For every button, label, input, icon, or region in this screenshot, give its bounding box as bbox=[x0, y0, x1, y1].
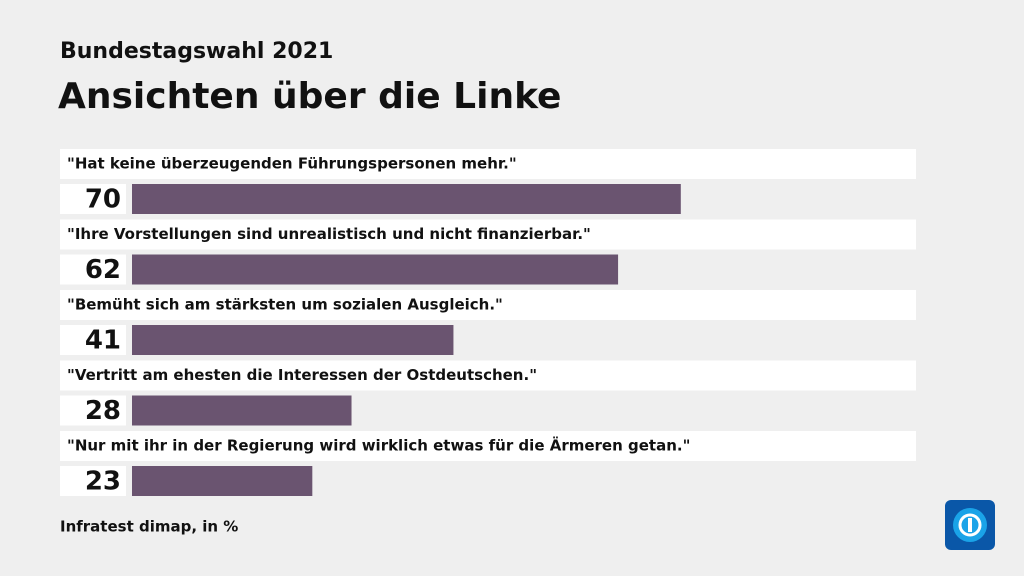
chart-title: Ansichten über die Linke bbox=[58, 76, 561, 117]
bar bbox=[132, 395, 352, 426]
category-label: "Hat keine überzeugenden Führungspersone… bbox=[67, 155, 517, 173]
label-box bbox=[60, 219, 916, 250]
value-box bbox=[60, 254, 126, 285]
category-label: "Nur mit ihr in der Regierung wird wirkl… bbox=[67, 436, 690, 455]
category-label: "Ihre Vorstellungen sind unrealistisch u… bbox=[67, 225, 591, 243]
label-box bbox=[60, 360, 916, 391]
value-label: 28 bbox=[85, 396, 121, 426]
category-label: "Vertritt am ehesten die Interessen der … bbox=[67, 366, 537, 384]
bar bbox=[132, 184, 681, 214]
value-box bbox=[60, 325, 126, 355]
value-label: 70 bbox=[85, 185, 121, 215]
bar bbox=[132, 254, 619, 285]
logo bbox=[945, 500, 995, 550]
category-label: "Bemüht sich am stärksten um sozialen Au… bbox=[67, 296, 503, 314]
chart-subtitle: Bundestagswahl 2021 bbox=[60, 39, 333, 64]
value-box bbox=[60, 395, 126, 426]
bar bbox=[132, 325, 454, 355]
value-box bbox=[60, 466, 126, 496]
label-box bbox=[60, 431, 916, 461]
bar bbox=[132, 466, 313, 496]
label-box bbox=[60, 149, 916, 179]
value-label: 41 bbox=[85, 326, 121, 356]
label-box bbox=[60, 290, 916, 320]
source: Infratest dimap, in % bbox=[60, 518, 238, 536]
value-label: 23 bbox=[85, 467, 121, 497]
value-label: 62 bbox=[85, 255, 121, 285]
value-box bbox=[60, 184, 126, 214]
